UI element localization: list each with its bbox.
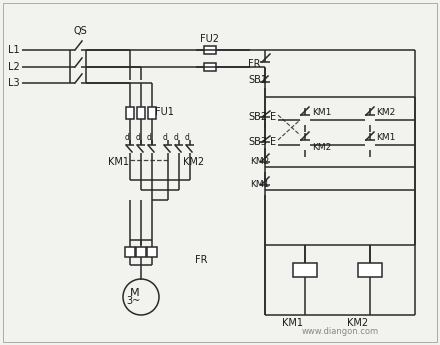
Text: www.diangon.com: www.diangon.com bbox=[301, 326, 378, 335]
Text: L3: L3 bbox=[8, 78, 20, 88]
Text: FR: FR bbox=[248, 59, 260, 69]
Bar bbox=[136, 247, 146, 257]
Bar bbox=[126, 107, 134, 118]
Text: KM2: KM2 bbox=[376, 108, 395, 117]
Text: SB2: SB2 bbox=[248, 112, 267, 122]
Text: SB3: SB3 bbox=[248, 137, 267, 147]
Text: FU1: FU1 bbox=[155, 107, 174, 117]
Text: SB1: SB1 bbox=[248, 75, 267, 85]
Text: d: d bbox=[162, 132, 168, 141]
Text: FR: FR bbox=[195, 255, 208, 265]
Text: d: d bbox=[184, 132, 190, 141]
Text: KM2: KM2 bbox=[312, 142, 331, 151]
Text: FU2: FU2 bbox=[200, 34, 219, 44]
Text: KM1: KM1 bbox=[108, 157, 129, 167]
Text: KM2: KM2 bbox=[348, 318, 369, 328]
Bar bbox=[125, 247, 135, 257]
Bar bbox=[148, 107, 156, 118]
Text: L1: L1 bbox=[8, 45, 20, 55]
Text: d: d bbox=[125, 132, 129, 141]
Bar bbox=[204, 46, 216, 54]
Bar bbox=[358, 263, 382, 277]
Text: KM1: KM1 bbox=[312, 108, 331, 117]
Bar bbox=[293, 263, 317, 277]
Text: E: E bbox=[270, 112, 276, 122]
Text: KM2: KM2 bbox=[250, 157, 269, 166]
Text: KM1: KM1 bbox=[282, 318, 304, 328]
Text: d: d bbox=[136, 132, 140, 141]
Bar bbox=[137, 107, 145, 118]
Text: KM1: KM1 bbox=[250, 179, 269, 188]
Text: 3~: 3~ bbox=[126, 296, 140, 306]
Text: M: M bbox=[130, 288, 140, 298]
Text: E: E bbox=[270, 137, 276, 147]
Text: QS: QS bbox=[73, 26, 87, 36]
Text: KM2: KM2 bbox=[183, 157, 204, 167]
Text: KM1: KM1 bbox=[376, 132, 396, 141]
Text: d: d bbox=[147, 132, 151, 141]
Bar bbox=[147, 247, 157, 257]
Text: d: d bbox=[173, 132, 179, 141]
Bar bbox=[204, 63, 216, 71]
Text: L2: L2 bbox=[8, 62, 20, 72]
